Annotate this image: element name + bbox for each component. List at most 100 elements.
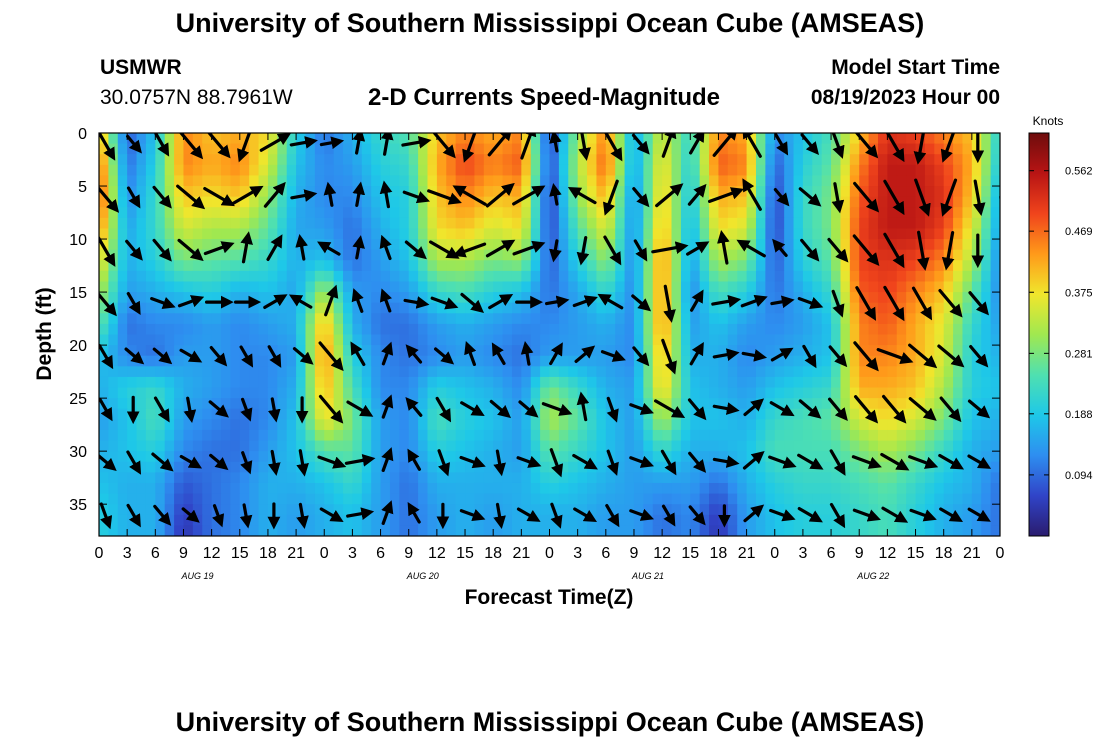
x-tick-label: 0 [545, 545, 554, 562]
heatmap-cell [718, 270, 729, 283]
heatmap-cell [906, 514, 917, 526]
heatmap-cell [699, 493, 710, 505]
heatmap-cell [174, 281, 185, 293]
heatmap-cell [812, 334, 823, 346]
heatmap-cell [258, 164, 269, 177]
heatmap-cell [802, 217, 813, 230]
heatmap-cell [859, 154, 870, 166]
heatmap-cell [924, 419, 935, 431]
heatmap-cell [521, 493, 532, 505]
heatmap-cell [530, 440, 541, 452]
heatmap-cell [408, 260, 419, 272]
heatmap-cell [831, 164, 842, 177]
heatmap-cell [164, 525, 175, 536]
heatmap-cell [962, 482, 973, 495]
heatmap-cell [418, 419, 429, 431]
heatmap-cell [652, 355, 663, 367]
heatmap-cell [399, 292, 410, 304]
current-arrow [632, 346, 650, 367]
current-arrow [516, 455, 542, 468]
heatmap-cell [784, 451, 795, 463]
heatmap-cell [230, 164, 241, 177]
heatmap-cell [99, 376, 109, 389]
heatmap-cell [877, 292, 888, 304]
x-tick-label: 18 [710, 545, 728, 562]
heatmap-cell [953, 429, 964, 442]
heatmap-cell [568, 313, 579, 325]
heatmap-cell [239, 429, 250, 442]
heatmap-cell [765, 334, 776, 346]
heatmap-cell [361, 514, 372, 526]
heatmap-cell [831, 525, 842, 536]
heatmap-cell [774, 207, 785, 219]
heatmap-cell [633, 398, 644, 410]
heatmap-cell [258, 419, 269, 431]
heatmap-cell [502, 376, 513, 389]
current-arrow [549, 342, 563, 366]
heatmap-cell [136, 334, 147, 346]
heatmap-cell [624, 472, 635, 484]
heatmap-cell [408, 292, 419, 304]
heatmap-cell [812, 472, 823, 484]
heatmap-cell [258, 440, 269, 452]
heatmap-cell [455, 302, 466, 314]
heatmap-cell [840, 419, 851, 431]
heatmap-cell [793, 249, 804, 261]
heatmap-cell [408, 461, 419, 473]
heatmap-cell [549, 260, 560, 272]
heatmap-cell [324, 323, 335, 336]
heatmap-cell [343, 292, 354, 304]
heatmap-cell [652, 493, 663, 505]
heatmap-cell [943, 302, 954, 314]
heatmap-cell [202, 239, 213, 251]
heatmap-cell [784, 228, 795, 240]
heatmap-cell [136, 302, 147, 314]
heatmap-cell [849, 376, 860, 389]
heatmap-cell [558, 302, 569, 314]
heatmap-cell [155, 292, 166, 304]
heatmap-cell [746, 164, 757, 177]
heatmap-cell [389, 461, 400, 473]
heatmap-cell [934, 292, 945, 304]
heatmap-cell [793, 440, 804, 452]
heatmap-cell [474, 133, 485, 145]
heatmap-cell [371, 355, 382, 367]
heatmap-cell [521, 376, 532, 389]
heatmap-cell [455, 355, 466, 367]
heatmap-cell [343, 217, 354, 230]
heatmap-cell [145, 228, 156, 240]
heatmap-cell [877, 154, 888, 166]
heatmap-cell [521, 313, 532, 325]
heatmap-cell [924, 228, 935, 240]
heatmap-cell [587, 175, 598, 187]
heatmap-cell [465, 408, 476, 420]
heatmap-cell [352, 472, 363, 484]
heatmap-cell [305, 376, 316, 389]
heatmap-cell [352, 334, 363, 346]
current-arrow [99, 186, 120, 213]
heatmap-cell [577, 207, 588, 219]
heatmap-cell [258, 504, 269, 516]
heatmap-cell [521, 334, 532, 346]
heatmap-cell [286, 281, 297, 293]
heatmap-cell [671, 196, 682, 208]
heatmap-cell [183, 154, 194, 166]
heatmap-cell [99, 175, 109, 187]
heatmap-cell [108, 482, 119, 495]
heatmap-cell [868, 398, 879, 410]
heatmap-cell [577, 408, 588, 420]
heatmap-cell [399, 525, 410, 536]
heatmap-cell [990, 514, 1000, 526]
heatmap-cell [615, 292, 626, 304]
heatmap-cell [474, 175, 485, 187]
heatmap-cell [174, 164, 185, 177]
heatmap-cell [145, 281, 156, 293]
heatmap-cell [474, 154, 485, 166]
heatmap-cell [690, 217, 701, 230]
heatmap-cell [774, 504, 785, 516]
heatmap-cell [446, 419, 457, 431]
heatmap-cell [343, 419, 354, 431]
heatmap-cell [164, 281, 175, 293]
heatmap-cell [840, 175, 851, 187]
heatmap-cell [483, 440, 494, 452]
